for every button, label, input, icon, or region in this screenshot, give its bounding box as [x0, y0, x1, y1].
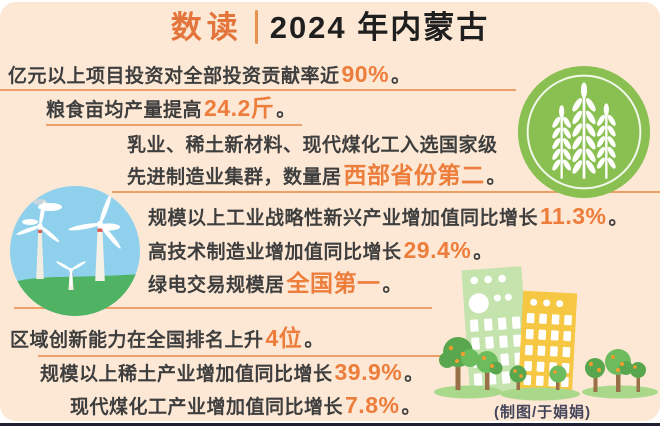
credit-line: (制图/于娟娟): [494, 404, 592, 421]
fact-text: 规模以上稀土产业增加值同比增长: [40, 364, 333, 385]
fact-highlight: 全国第一: [286, 270, 381, 296]
fact-rare-earth: 规模以上稀土产业增加值同比增长39.9%。: [40, 358, 424, 389]
divider-line: [112, 191, 660, 193]
divider-line: [0, 89, 516, 91]
brand-label: 数读: [170, 9, 243, 45]
city-buildings-illustration: [434, 266, 658, 401]
fact-text: 绿电交易规模居: [148, 275, 285, 296]
fact-text: 亿元以上项目投资对全部投资贡献率近: [8, 66, 340, 87]
bottom-border-line: [0, 423, 660, 426]
fact-period: 。: [404, 364, 424, 385]
fact-highlight: [498, 130, 502, 156]
fact-period: 。: [486, 167, 507, 188]
fact-coal-chemical: 现代煤化工产业增加值同比增长7.8%。: [70, 391, 421, 422]
fact-text: 规模以上工业战略性新兴产业增加值同比增长: [148, 208, 539, 229]
fact-highlight: 4位: [265, 325, 303, 351]
fact-highlight: 24.2斤: [204, 95, 275, 121]
page-title: 数读 2024 年内蒙古: [0, 10, 660, 44]
fact-period: 。: [608, 208, 628, 229]
fact-period: 。: [473, 242, 493, 263]
fact-text: 先进制造业集群，数量居: [127, 167, 342, 188]
fact-clusters-line2: 先进制造业集群，数量居西部省份第二。: [127, 161, 506, 192]
title-text: 2024 年内蒙古: [269, 9, 490, 45]
wheat-icon: [517, 65, 651, 199]
divider-line: [46, 124, 302, 126]
divider-line: [14, 307, 432, 309]
fact-highlight: 39.9%: [334, 359, 403, 385]
fact-text: 粮食亩均产量提高: [46, 100, 203, 121]
fact-highlight: 11.3%: [540, 203, 607, 229]
fact-green-power: 绿电交易规模居全国第一。: [148, 269, 402, 300]
fact-hightech-manufacturing: 高技术制造业增加值同比增长29.4%。: [148, 236, 493, 267]
fact-grain-yield: 粮食亩均产量提高24.2斤。: [46, 94, 296, 125]
fact-text: 区域创新能力在全国排名上升: [10, 330, 264, 351]
divider-line: [38, 355, 470, 357]
fact-period: 。: [304, 330, 324, 351]
fact-highlight: 西部省份第二: [343, 162, 485, 188]
fact-strategic-industries: 规模以上工业战略性新兴产业增加值同比增长11.3%。: [148, 202, 628, 233]
fact-period: 。: [391, 66, 411, 87]
title-divider: [254, 10, 258, 44]
fact-text: 现代煤化工产业增加值同比增长: [70, 397, 344, 418]
fact-period: 。: [276, 100, 296, 121]
fact-clusters-line1: 乳业、稀土新材料、现代煤化工入选国家级: [127, 129, 502, 160]
fact-highlight: 90%: [341, 61, 390, 87]
fact-highlight: 29.4%: [403, 237, 472, 263]
fact-period: 。: [382, 275, 403, 296]
fact-innovation-rank: 区域创新能力在全国排名上升4位。: [10, 324, 324, 355]
fact-highlight: 7.8%: [345, 392, 400, 418]
fact-text: 高技术制造业增加值同比增长: [148, 242, 402, 263]
fact-text: 乳业、稀土新材料、现代煤化工入选国家级: [127, 135, 498, 156]
wind-turbines-icon: [10, 186, 140, 316]
fact-period: 。: [401, 397, 421, 418]
fact-investment: 亿元以上项目投资对全部投资贡献率近90%。: [8, 60, 411, 91]
